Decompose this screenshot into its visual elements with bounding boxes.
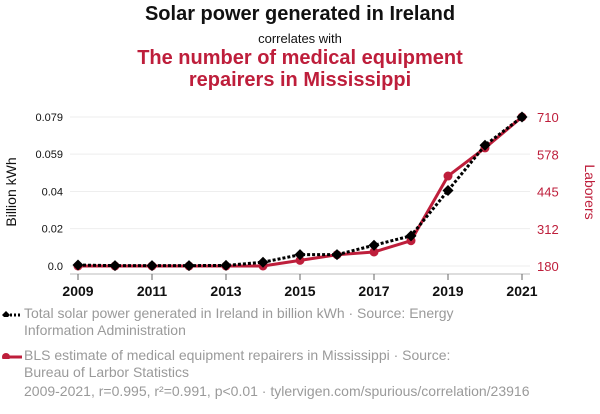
data-point-solar — [405, 230, 417, 242]
y-right-tick-label: 710 — [537, 110, 559, 125]
y-right-tick-label: 180 — [537, 259, 559, 274]
series-solar-power — [72, 111, 528, 272]
data-point-solar — [294, 249, 306, 261]
data-point-solar — [257, 256, 269, 268]
y-right-tick-label: 312 — [537, 222, 559, 237]
y-left-tick-label: 0.079 — [35, 112, 63, 124]
legend-marker-solar-icon — [2, 311, 22, 317]
x-axis: 2009 2011 2013 2015 2017 2019 2021 — [62, 273, 538, 299]
y-right-tick-label: 445 — [537, 185, 559, 200]
data-point-solar — [220, 259, 232, 271]
data-point-solar — [109, 260, 121, 272]
y-axis-left-label: Billion kWh — [3, 157, 19, 226]
data-point-solar — [183, 260, 195, 272]
chart-title: Solar power generated in Ireland — [144, 3, 456, 25]
title2-line2: repairers in Mississippi — [188, 69, 412, 91]
data-point-solar — [442, 185, 454, 197]
data-point-solar — [72, 259, 84, 271]
y-left-tick-label: 0.04 — [42, 187, 63, 199]
legend-label-repairers: BLS estimate of medical equipment repair… — [24, 347, 451, 380]
y-left-tick-label: 0.059 — [35, 149, 63, 161]
data-point-repairers — [295, 255, 305, 265]
data-point-solar — [479, 139, 491, 151]
y-right-tick-label: 578 — [537, 147, 559, 162]
legend-marker-repairers-icon — [2, 353, 22, 359]
x-tick-label: 2019 — [432, 283, 463, 299]
title2-line1: The number of medical equipment — [137, 47, 463, 69]
data-point-repairers — [369, 247, 379, 257]
x-tick-label: 2017 — [358, 283, 389, 299]
data-point-solar — [331, 249, 343, 261]
data-point-solar — [516, 111, 528, 123]
data-point-solar — [146, 260, 158, 272]
chart-title-secondary: The number of medical equipment repairer… — [0, 47, 600, 91]
data-point-repairers — [443, 171, 453, 181]
y-axis-right: 180 312 445 578 710 — [537, 110, 559, 274]
chart-subtitle: correlates with — [258, 31, 342, 46]
y-axis-right-label: Laborers — [582, 164, 598, 219]
footer-stats: 2009-2021, r=0.995, r²=0.991, p<0.01 · t… — [24, 383, 530, 399]
x-tick-label: 2013 — [210, 283, 241, 299]
legend-label-solar: Total solar power generated in Ireland i… — [24, 305, 454, 338]
x-tick-label: 2021 — [506, 283, 537, 299]
data-point-solar — [368, 239, 380, 251]
y-left-tick-label: 0.02 — [42, 224, 63, 236]
x-tick-label: 2011 — [137, 283, 168, 299]
x-tick-label: 2009 — [62, 283, 93, 299]
y-axis-left: 0.0 0.02 0.04 0.059 0.079 — [35, 112, 63, 273]
grid-lines — [70, 116, 530, 267]
chart-plot: 0.0 0.02 0.04 0.059 0.079 180 312 445 578 710 20… — [3, 110, 598, 299]
y-left-tick-label: 0.0 — [48, 261, 63, 273]
x-tick-label: 2015 — [284, 283, 315, 299]
